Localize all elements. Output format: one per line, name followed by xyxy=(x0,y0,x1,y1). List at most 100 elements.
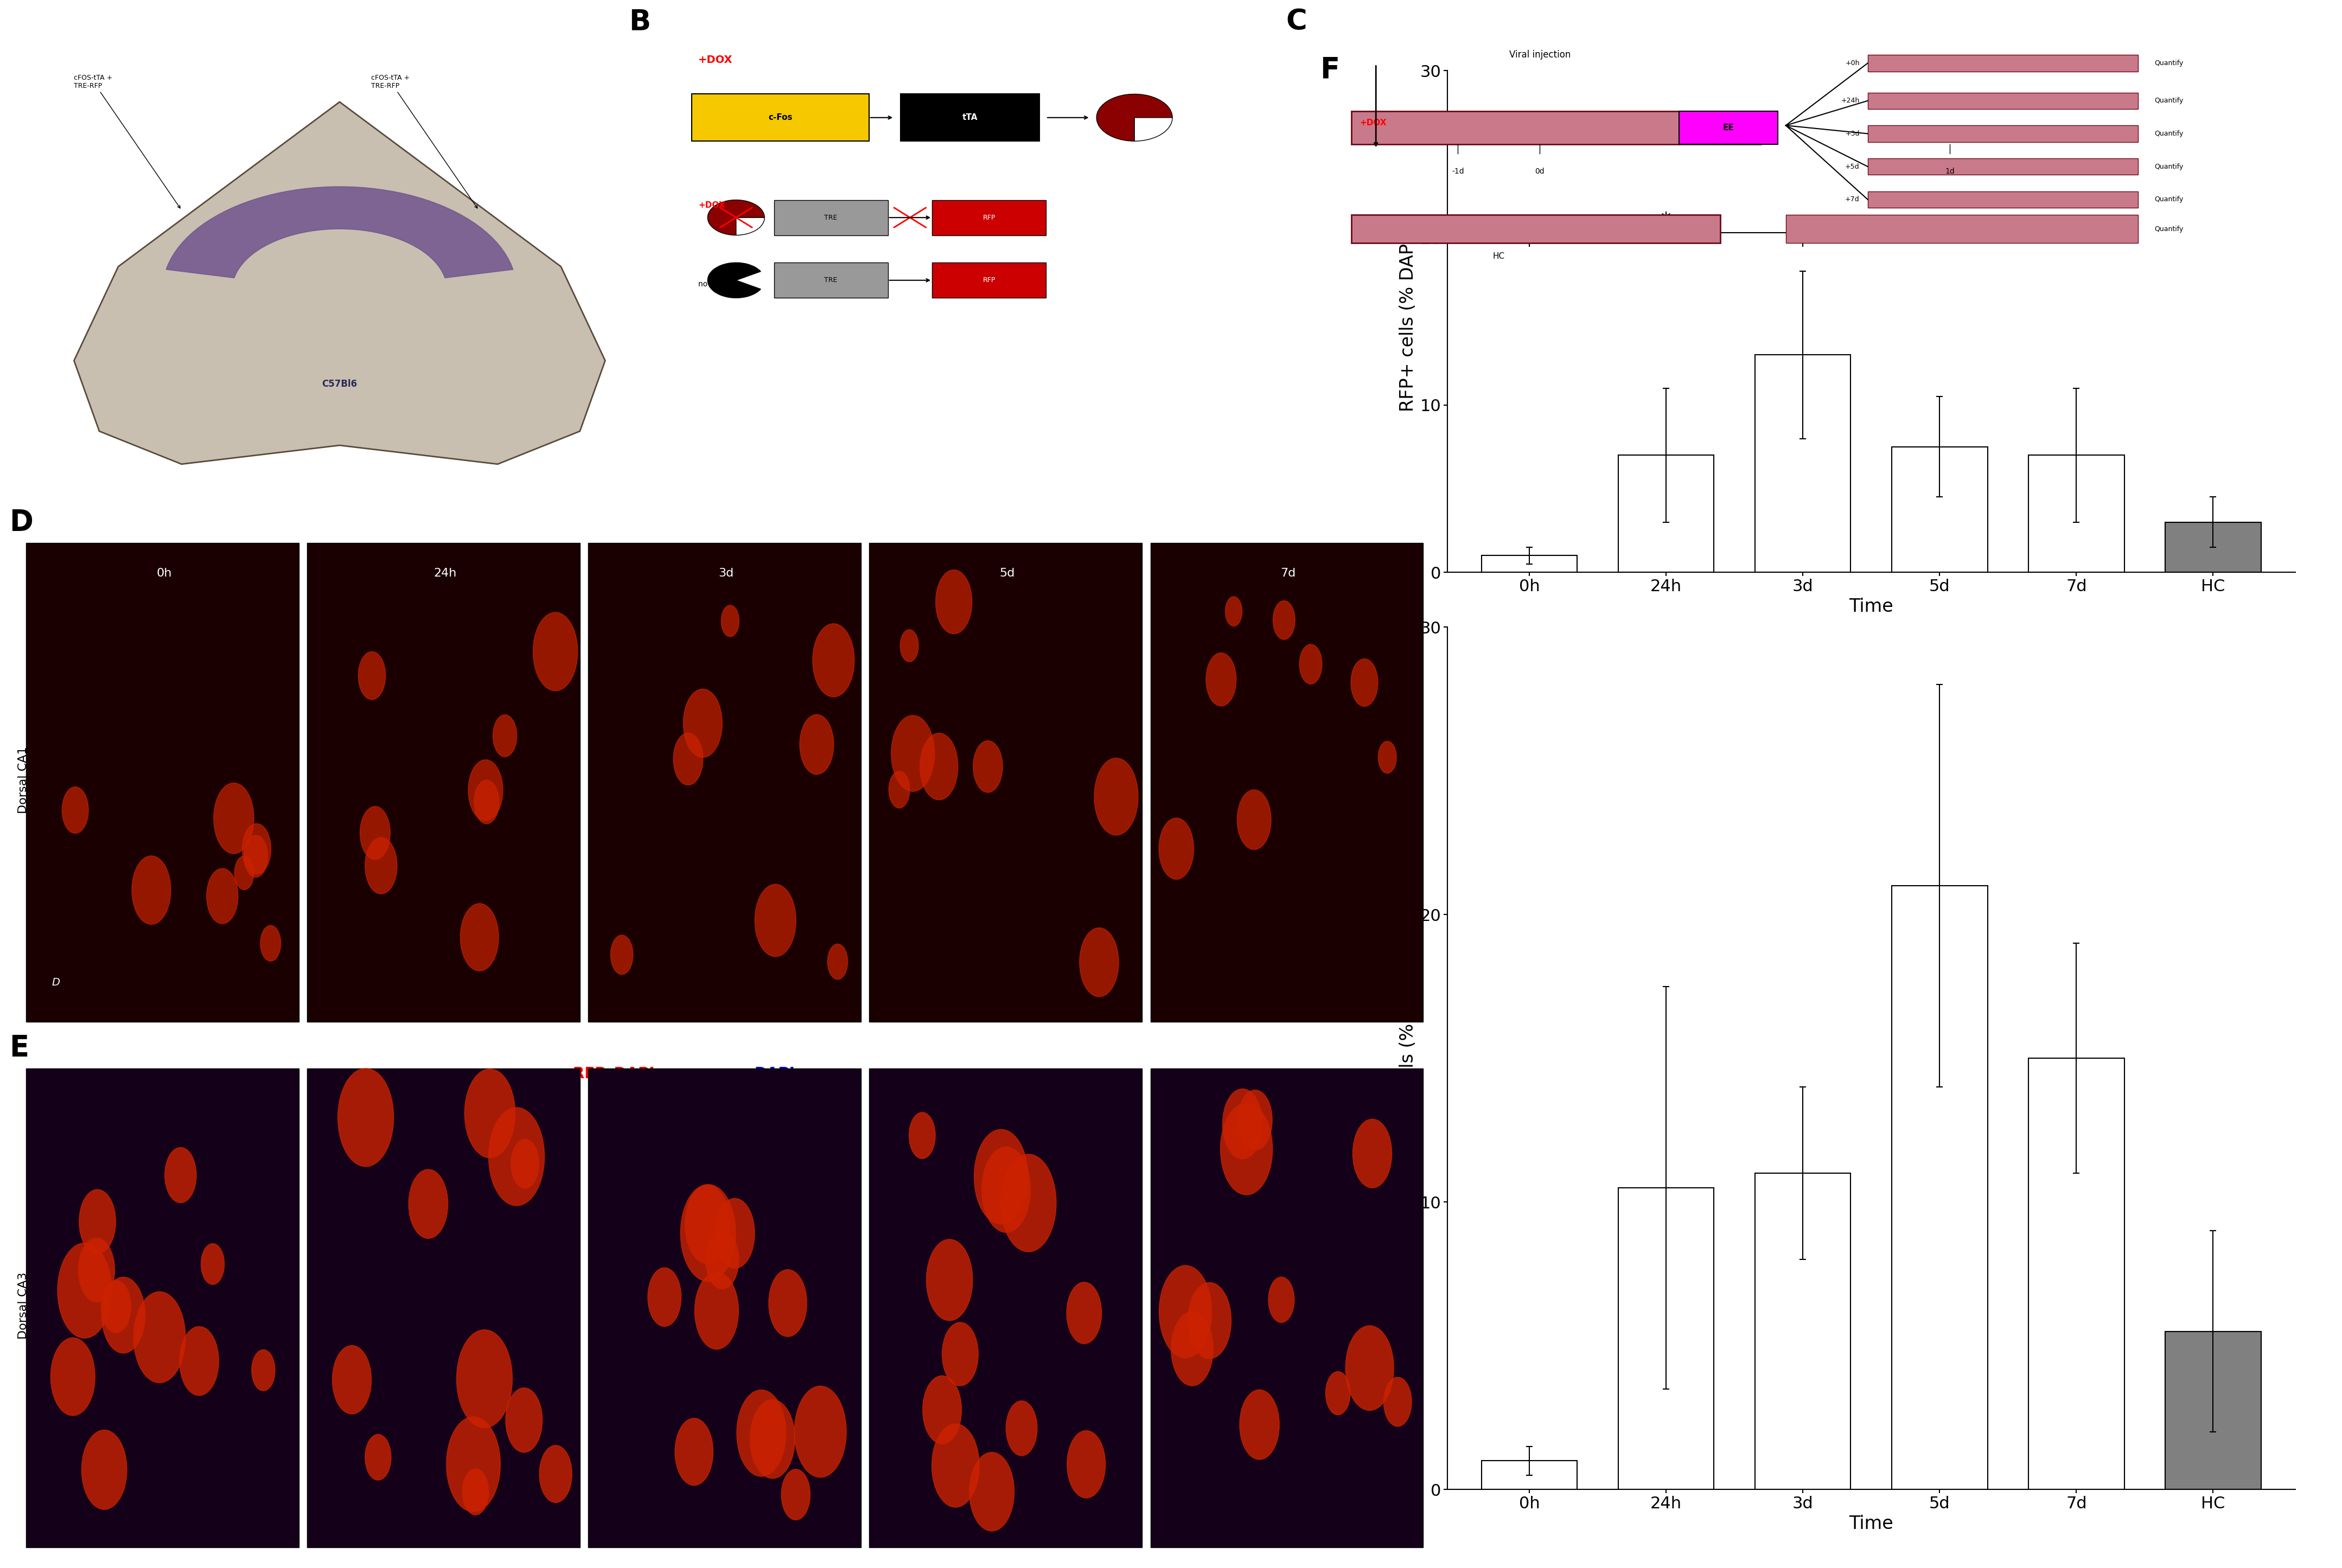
Text: +24h: +24h xyxy=(1841,97,1860,103)
Circle shape xyxy=(878,1317,918,1389)
Y-axis label: RFP+ cells (% DAPI): RFP+ cells (% DAPI) xyxy=(1398,967,1417,1149)
Text: 3d: 3d xyxy=(719,568,733,579)
Text: B: B xyxy=(628,8,651,36)
Circle shape xyxy=(796,1406,827,1458)
Bar xyxy=(2028,1058,2124,1490)
Circle shape xyxy=(1382,1406,1412,1461)
Circle shape xyxy=(1059,687,1082,728)
FancyBboxPatch shape xyxy=(1785,215,2138,243)
Circle shape xyxy=(731,1094,766,1157)
Bar xyxy=(1892,447,1988,572)
Text: D: D xyxy=(52,977,59,988)
FancyBboxPatch shape xyxy=(932,262,1047,298)
Circle shape xyxy=(532,1419,578,1501)
Text: +7d: +7d xyxy=(1845,196,1860,202)
Circle shape xyxy=(1246,1206,1276,1259)
Wedge shape xyxy=(707,263,761,298)
Text: +DOX: +DOX xyxy=(1358,119,1386,127)
Circle shape xyxy=(396,1093,445,1178)
Polygon shape xyxy=(75,102,604,464)
Text: 7d: 7d xyxy=(1281,568,1295,579)
Circle shape xyxy=(173,732,218,808)
Bar xyxy=(1754,1173,1850,1490)
Text: DAPI: DAPI xyxy=(754,1066,794,1082)
Circle shape xyxy=(911,676,934,718)
Circle shape xyxy=(815,883,857,955)
Circle shape xyxy=(457,812,485,864)
Text: *: * xyxy=(1660,212,1672,229)
Text: tTA: tTA xyxy=(963,113,979,122)
FancyBboxPatch shape xyxy=(899,94,1040,141)
Circle shape xyxy=(232,1309,286,1405)
Circle shape xyxy=(871,1292,918,1374)
Circle shape xyxy=(801,1165,855,1261)
Text: RFP: RFP xyxy=(984,215,995,221)
Bar xyxy=(2028,455,2124,572)
Circle shape xyxy=(1330,1173,1382,1262)
Circle shape xyxy=(1009,1148,1049,1217)
Circle shape xyxy=(468,684,508,754)
Circle shape xyxy=(363,1234,398,1298)
Text: +DOX: +DOX xyxy=(698,55,733,64)
Circle shape xyxy=(492,1287,527,1350)
Circle shape xyxy=(1347,632,1379,688)
Circle shape xyxy=(597,1367,649,1455)
Circle shape xyxy=(644,599,689,677)
Text: F: F xyxy=(1321,55,1340,83)
Circle shape xyxy=(386,1385,431,1463)
Circle shape xyxy=(897,701,941,778)
Text: 24h: 24h xyxy=(433,568,457,579)
Circle shape xyxy=(1253,1463,1283,1518)
Circle shape xyxy=(489,897,529,967)
FancyBboxPatch shape xyxy=(1869,191,2138,207)
Circle shape xyxy=(677,905,714,967)
Circle shape xyxy=(902,1221,941,1292)
Circle shape xyxy=(258,759,293,822)
Circle shape xyxy=(166,1187,194,1237)
Wedge shape xyxy=(1134,118,1173,141)
Circle shape xyxy=(646,767,665,798)
Circle shape xyxy=(1187,746,1230,822)
Text: TRE: TRE xyxy=(824,278,838,284)
Circle shape xyxy=(405,1276,447,1350)
Circle shape xyxy=(1009,1350,1047,1414)
X-axis label: Time: Time xyxy=(1850,1515,1892,1532)
FancyBboxPatch shape xyxy=(773,199,888,235)
FancyBboxPatch shape xyxy=(1679,111,1778,144)
Circle shape xyxy=(370,1372,417,1457)
Text: Quantify: Quantify xyxy=(2155,163,2183,169)
Circle shape xyxy=(672,706,705,762)
Text: +DOX: +DOX xyxy=(698,201,726,210)
Circle shape xyxy=(117,1348,162,1427)
Circle shape xyxy=(417,726,436,757)
Circle shape xyxy=(1038,1330,1089,1419)
Circle shape xyxy=(660,715,679,746)
Text: cFOS-tTA +
TRE-RFP: cFOS-tTA + TRE-RFP xyxy=(372,74,478,209)
Circle shape xyxy=(485,1185,513,1236)
Text: +3d: +3d xyxy=(1845,130,1860,136)
Text: Quantify: Quantify xyxy=(2155,97,2183,103)
Circle shape xyxy=(473,1474,497,1515)
FancyBboxPatch shape xyxy=(1351,215,1719,243)
Circle shape xyxy=(206,1118,258,1212)
Circle shape xyxy=(1269,612,1304,674)
Circle shape xyxy=(984,1327,1028,1402)
FancyBboxPatch shape xyxy=(1869,158,2138,176)
Text: Quantify: Quantify xyxy=(2155,196,2183,202)
Circle shape xyxy=(820,1444,857,1508)
Bar xyxy=(869,543,1143,1022)
Circle shape xyxy=(1265,709,1293,757)
Text: cFOS-tTA +
TRE-RFP: cFOS-tTA + TRE-RFP xyxy=(75,74,180,209)
Circle shape xyxy=(1082,1414,1136,1513)
Bar xyxy=(1482,555,1576,572)
Circle shape xyxy=(1098,621,1138,690)
Circle shape xyxy=(1094,624,1122,676)
Text: HC: HC xyxy=(1492,252,1506,260)
Circle shape xyxy=(749,723,789,795)
FancyBboxPatch shape xyxy=(773,262,888,298)
Circle shape xyxy=(1213,939,1258,1014)
Bar xyxy=(2166,1331,2260,1490)
Circle shape xyxy=(1089,1076,1134,1152)
Text: EE: EE xyxy=(1724,124,1733,132)
Circle shape xyxy=(1297,1392,1321,1432)
